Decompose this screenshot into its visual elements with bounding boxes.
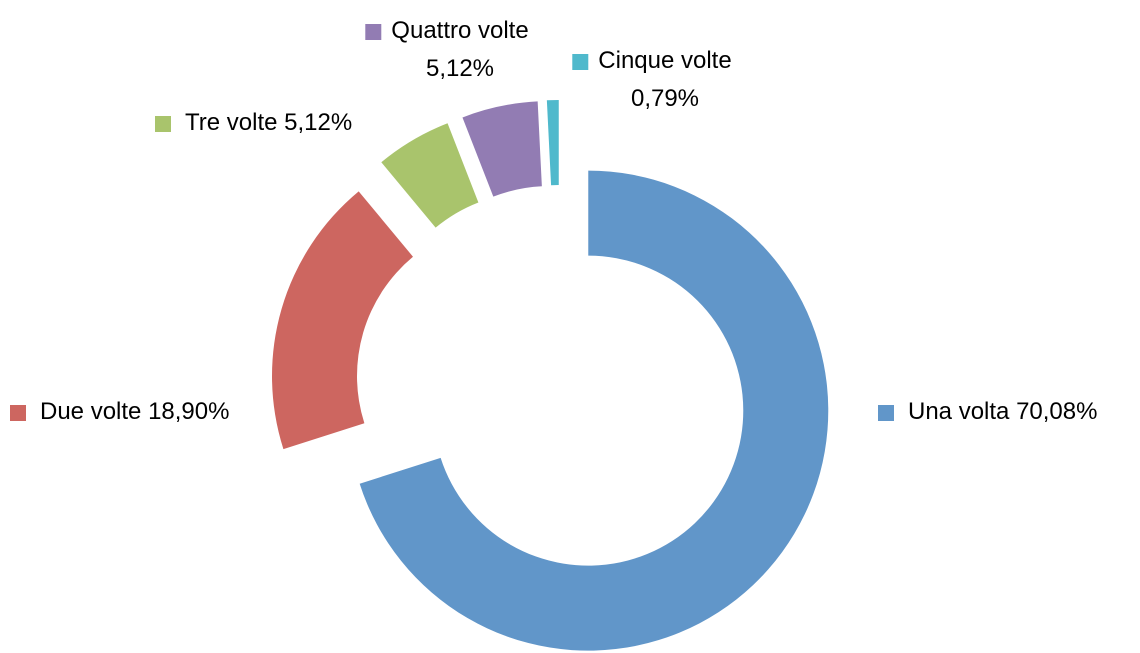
- label-swatch: [155, 116, 171, 132]
- category-name: Cinque volte: [598, 47, 731, 74]
- category-name: Una volta: [908, 398, 1010, 425]
- label-swatch: [572, 54, 589, 70]
- data-label: Una volta 70,08%: [908, 398, 1097, 425]
- value-label: 5,12%: [284, 109, 352, 136]
- donut-slice: [359, 170, 829, 651]
- value-label: 0,79%: [631, 85, 699, 112]
- donut-slice: [546, 100, 559, 186]
- donut-slice: [381, 123, 479, 228]
- donut-slice: [272, 191, 413, 450]
- value-label: 70,08%: [1016, 398, 1097, 425]
- value-label: 18,90%: [148, 398, 229, 425]
- label-swatch: [10, 405, 26, 421]
- data-label: Quattro volte 5,12%: [391, 17, 528, 82]
- category-name: Tre volte: [185, 109, 277, 136]
- label-swatch: [365, 24, 382, 40]
- data-label: Due volte 18,90%: [40, 398, 229, 425]
- category-name: Due volte: [40, 398, 141, 425]
- data-label: Tre volte 5,12%: [185, 109, 352, 136]
- label-swatch: [878, 405, 894, 421]
- donut-slice: [462, 101, 542, 197]
- category-name: Quattro volte: [391, 17, 528, 44]
- value-label: 5,12%: [426, 55, 494, 82]
- data-label: Cinque volte 0,79%: [598, 47, 731, 112]
